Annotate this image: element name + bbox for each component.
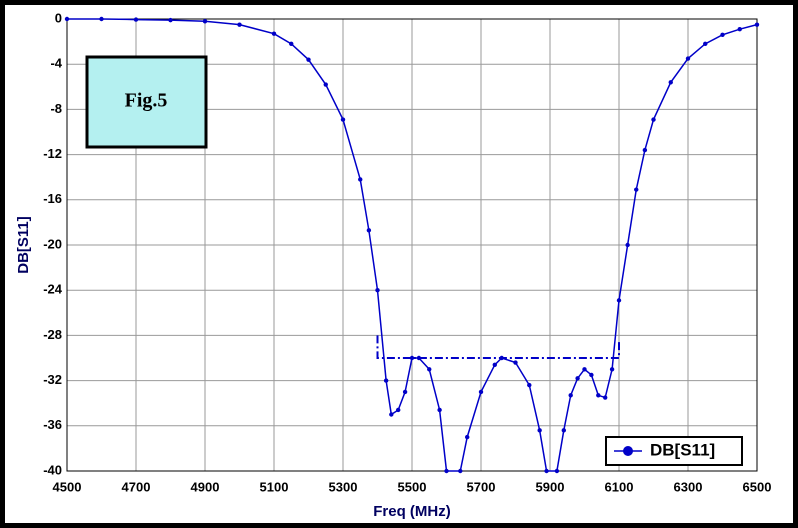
data-point [168, 17, 173, 23]
data-point [582, 367, 587, 372]
data-point [458, 468, 463, 474]
data-point [444, 468, 449, 474]
y-tick-label: -40 [43, 462, 62, 477]
data-point [340, 117, 346, 122]
data-point [402, 389, 408, 395]
data-point [616, 298, 622, 303]
data-point [492, 362, 497, 367]
data-point [99, 16, 104, 22]
y-tick-label: -28 [43, 327, 62, 342]
data-point [133, 17, 139, 22]
x-tick-label: 5100 [260, 479, 289, 494]
data-point [596, 393, 601, 398]
x-tick-label: 5900 [536, 479, 565, 494]
x-tick-label: 6500 [743, 479, 772, 494]
data-point [634, 187, 639, 192]
data-point [465, 434, 470, 440]
x-tick-label: 6300 [674, 479, 703, 494]
data-point [289, 41, 294, 47]
data-point [478, 389, 484, 395]
series-line [67, 18, 758, 472]
data-point [685, 56, 691, 61]
y-tick-label: -8 [50, 101, 62, 116]
data-point [544, 468, 549, 474]
data-point [323, 82, 328, 87]
data-point [237, 22, 242, 27]
data-point [358, 177, 363, 182]
x-tick-label: 4900 [191, 479, 220, 494]
annotation-box [85, 55, 208, 149]
data-point [527, 382, 532, 388]
x-tick-label: 5300 [329, 479, 358, 494]
data-point [568, 393, 573, 398]
x-tick-label: 6100 [605, 479, 634, 494]
x-tick-label: 4500 [53, 479, 82, 494]
data-point [589, 372, 594, 378]
plot-border [66, 18, 758, 472]
data-point [427, 367, 432, 372]
data-point [375, 288, 380, 293]
data-point [720, 32, 725, 38]
y-tick-label: -20 [43, 236, 62, 251]
x-axis-label: Freq (MHz) [373, 503, 451, 520]
data-point [202, 19, 208, 24]
x-tick-label: 4700 [122, 479, 151, 494]
data-point [561, 428, 566, 433]
data-point [668, 80, 673, 85]
data-point [366, 228, 372, 233]
data-point [703, 41, 708, 47]
data-point [651, 117, 656, 122]
data-point [625, 242, 630, 248]
data-point [513, 360, 518, 365]
data-point [416, 355, 422, 361]
data-point [306, 57, 311, 62]
data-point [537, 428, 542, 433]
y-tick-label: -36 [43, 417, 62, 432]
data-point [396, 407, 401, 413]
data-point [271, 31, 277, 36]
data-point [575, 376, 580, 381]
data-point [409, 355, 415, 361]
series-line [376, 335, 620, 359]
annotation: Fig.5 [125, 90, 168, 112]
legend-marker [623, 446, 633, 456]
data-point [642, 147, 648, 153]
data-point [554, 468, 560, 474]
y-axis-label: DB[S11] [15, 216, 32, 274]
y-tick-label: -12 [43, 146, 62, 161]
x-tick-label: 5700 [467, 479, 496, 494]
data-point [754, 22, 760, 27]
legend-label: DB[S11] [650, 440, 715, 459]
y-tick-label: -16 [43, 191, 62, 206]
data-point [64, 16, 70, 22]
y-tick-label: -32 [43, 372, 62, 387]
x-tick-label: 5500 [398, 479, 427, 494]
data-point [737, 26, 742, 32]
y-tick-label: -4 [50, 56, 62, 71]
y-tick-label: -24 [43, 282, 63, 297]
data-point [383, 378, 389, 383]
data-point [609, 367, 615, 372]
y-tick-label: 0 [55, 10, 62, 25]
data-point [603, 395, 608, 400]
data-point [389, 412, 394, 417]
data-point [437, 407, 442, 413]
